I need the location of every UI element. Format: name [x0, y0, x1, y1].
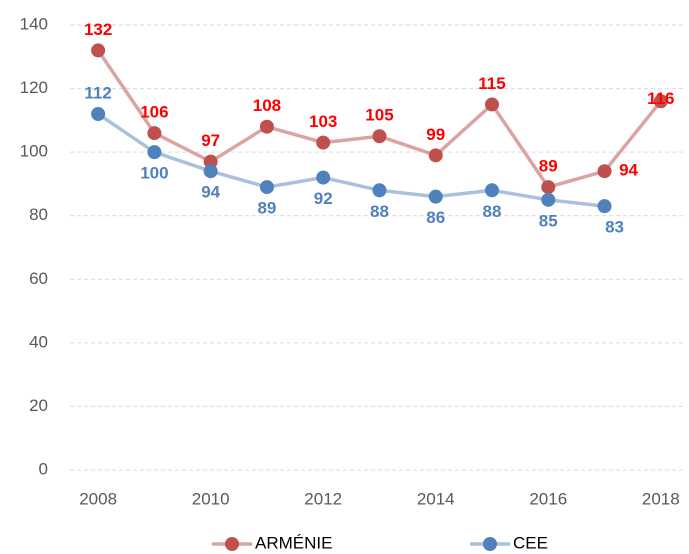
legend-marker — [225, 537, 239, 551]
x-tick-label: 2014 — [417, 489, 455, 508]
y-tick-label: 140 — [20, 14, 48, 33]
data-label: 94 — [201, 183, 220, 202]
data-label: 108 — [253, 96, 281, 115]
data-point — [316, 170, 331, 185]
x-tick-label: 2008 — [79, 489, 117, 508]
data-label: 115 — [478, 74, 505, 93]
data-label: 85 — [539, 211, 558, 230]
data-label: 94 — [619, 161, 638, 180]
x-tick-label: 2010 — [192, 489, 230, 508]
data-label: 88 — [483, 202, 502, 221]
data-label: 103 — [309, 112, 337, 131]
y-tick-label: 100 — [20, 142, 48, 161]
x-tick-label: 2016 — [529, 489, 567, 508]
x-tick-label: 2018 — [642, 489, 680, 508]
data-point — [316, 135, 331, 150]
data-point — [147, 126, 162, 141]
data-label: 97 — [201, 131, 220, 150]
data-point — [653, 94, 668, 109]
series-line — [97, 112, 605, 208]
data-point — [259, 119, 274, 134]
data-point — [597, 164, 612, 179]
data-label: 92 — [314, 189, 333, 208]
data-point — [541, 180, 556, 195]
data-point — [203, 164, 218, 179]
y-tick-label: 20 — [29, 396, 48, 415]
data-point — [259, 180, 274, 195]
data-point — [485, 183, 500, 198]
y-tick-label: 80 — [29, 205, 48, 224]
data-point — [91, 43, 106, 58]
data-point — [91, 107, 106, 121]
data-point — [372, 183, 387, 198]
data-label: 112 — [84, 83, 111, 102]
data-label: 116 — [647, 89, 674, 108]
x-tick-label: 2012 — [304, 489, 342, 508]
y-tick-label: 120 — [20, 78, 48, 97]
data-point — [541, 192, 556, 207]
data-label: 88 — [370, 202, 389, 221]
data-label: 100 — [140, 164, 168, 183]
y-tick-label: 60 — [29, 269, 48, 288]
legend-label: CEE — [513, 533, 548, 552]
data-point — [597, 199, 612, 214]
data-point — [147, 145, 162, 160]
y-tick-label: 0 — [39, 459, 48, 478]
data-point — [428, 189, 443, 204]
data-label: 89 — [539, 157, 558, 176]
data-label: 83 — [605, 218, 624, 237]
data-point — [485, 97, 500, 112]
data-point — [428, 148, 443, 163]
legend-label: ARMÉNIE — [255, 533, 332, 552]
legend-marker — [483, 537, 497, 551]
data-label: 132 — [84, 20, 112, 39]
data-label: 99 — [426, 125, 445, 144]
data-label: 86 — [426, 208, 445, 227]
data-label: 106 — [140, 103, 168, 122]
data-point — [372, 129, 387, 144]
y-tick-label: 40 — [29, 332, 48, 351]
data-label: 105 — [365, 106, 393, 125]
data-label: 89 — [257, 199, 276, 218]
